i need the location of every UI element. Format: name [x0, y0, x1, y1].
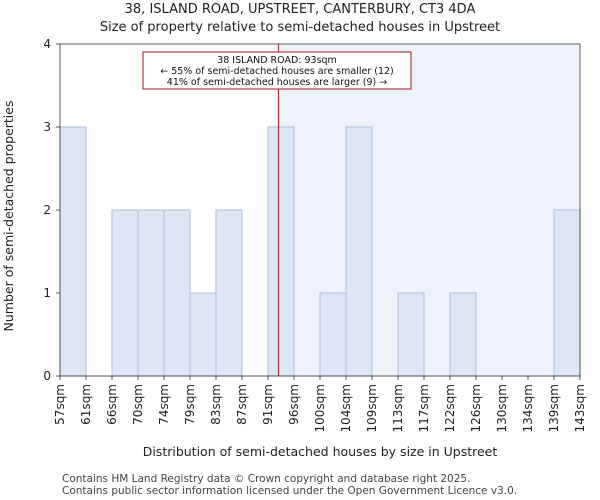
x-tick-label: 57sqm [53, 384, 67, 425]
y-tick-label: 0 [43, 369, 51, 383]
x-tick-label: 104sqm [339, 384, 353, 432]
x-tick-label: 143sqm [573, 384, 587, 432]
annotation-line-2: ← 55% of semi-detached houses are smalle… [160, 66, 394, 77]
y-tick-label: 1 [43, 286, 51, 300]
x-tick-label: 74sqm [157, 384, 171, 425]
x-tick-label: 83sqm [209, 384, 223, 425]
x-tick-label: 66sqm [105, 384, 119, 425]
y-tick-label: 3 [43, 120, 51, 134]
chart-title: 38, ISLAND ROAD, UPSTREET, CANTERBURY, C… [124, 2, 476, 17]
x-tick-label: 96sqm [287, 384, 301, 425]
x-tick-label: 126sqm [469, 384, 483, 432]
x-tick-label: 139sqm [547, 384, 561, 432]
bar-100sqm [319, 292, 347, 377]
bar-83sqm [215, 209, 243, 377]
bar-113sqm [397, 292, 425, 377]
x-tick-label: 130sqm [495, 384, 509, 432]
x-tick-label: 91sqm [261, 384, 275, 425]
x-tick-label: 70sqm [131, 384, 145, 425]
bar-79sqm [189, 292, 217, 377]
y-axis-label: Number of semi-detached properties [1, 101, 16, 332]
bar-122sqm [449, 292, 477, 377]
bar-104sqm [345, 126, 373, 377]
x-tick-label: 113sqm [391, 384, 405, 432]
x-axis-label: Distribution of semi-detached houses by … [143, 444, 498, 459]
footer-licence: Contains public sector information licen… [62, 485, 518, 497]
annotation-line-3: 41% of semi-detached houses are larger (… [167, 77, 387, 88]
x-tick-label: 79sqm [183, 384, 197, 425]
bar-57sqm [59, 126, 87, 377]
chart-subtitle: Size of property relative to semi-detach… [99, 20, 501, 35]
bar-91sqm [267, 126, 295, 377]
x-tick-label: 122sqm [443, 384, 457, 432]
bar-74sqm [163, 209, 191, 377]
x-tick-label: 134sqm [521, 384, 535, 432]
footer-copyright: Contains HM Land Registry data © Crown c… [62, 473, 471, 485]
annotation-line-1: 38 ISLAND ROAD: 93sqm [217, 55, 337, 66]
bar-70sqm [137, 209, 165, 377]
x-tick-label: 61sqm [79, 384, 93, 425]
x-tick-label: 117sqm [417, 384, 431, 432]
x-tick-label: 100sqm [313, 384, 327, 432]
bar-139sqm [553, 209, 581, 377]
x-tick-label: 109sqm [365, 384, 379, 432]
y-tick-label: 2 [43, 203, 51, 217]
y-tick-label: 4 [43, 37, 51, 51]
x-tick-label: 87sqm [235, 384, 249, 425]
bar-66sqm [111, 209, 139, 377]
annotation-box [142, 51, 412, 90]
